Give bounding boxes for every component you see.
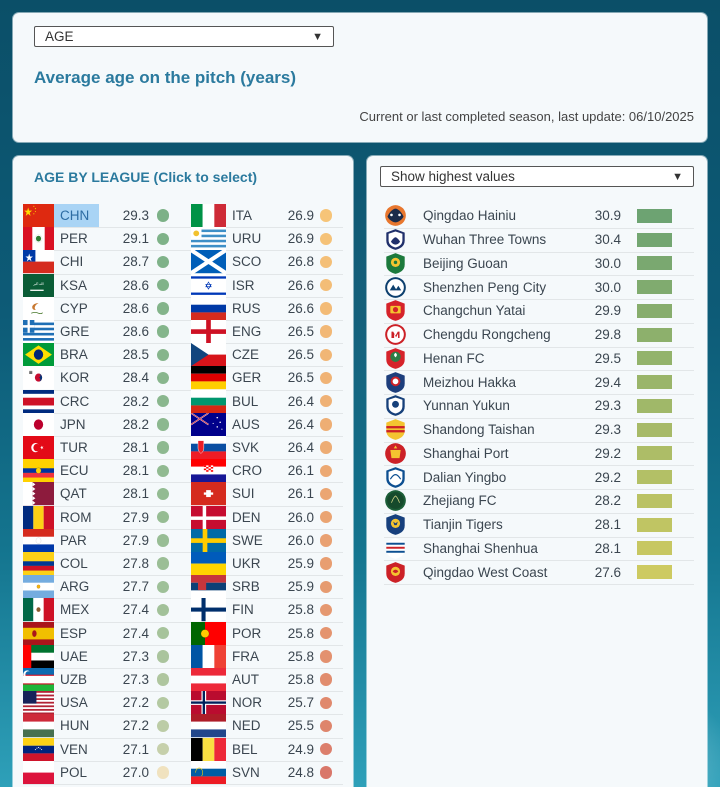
svg-text:الله اكبر: الله اكبر — [32, 281, 43, 285]
